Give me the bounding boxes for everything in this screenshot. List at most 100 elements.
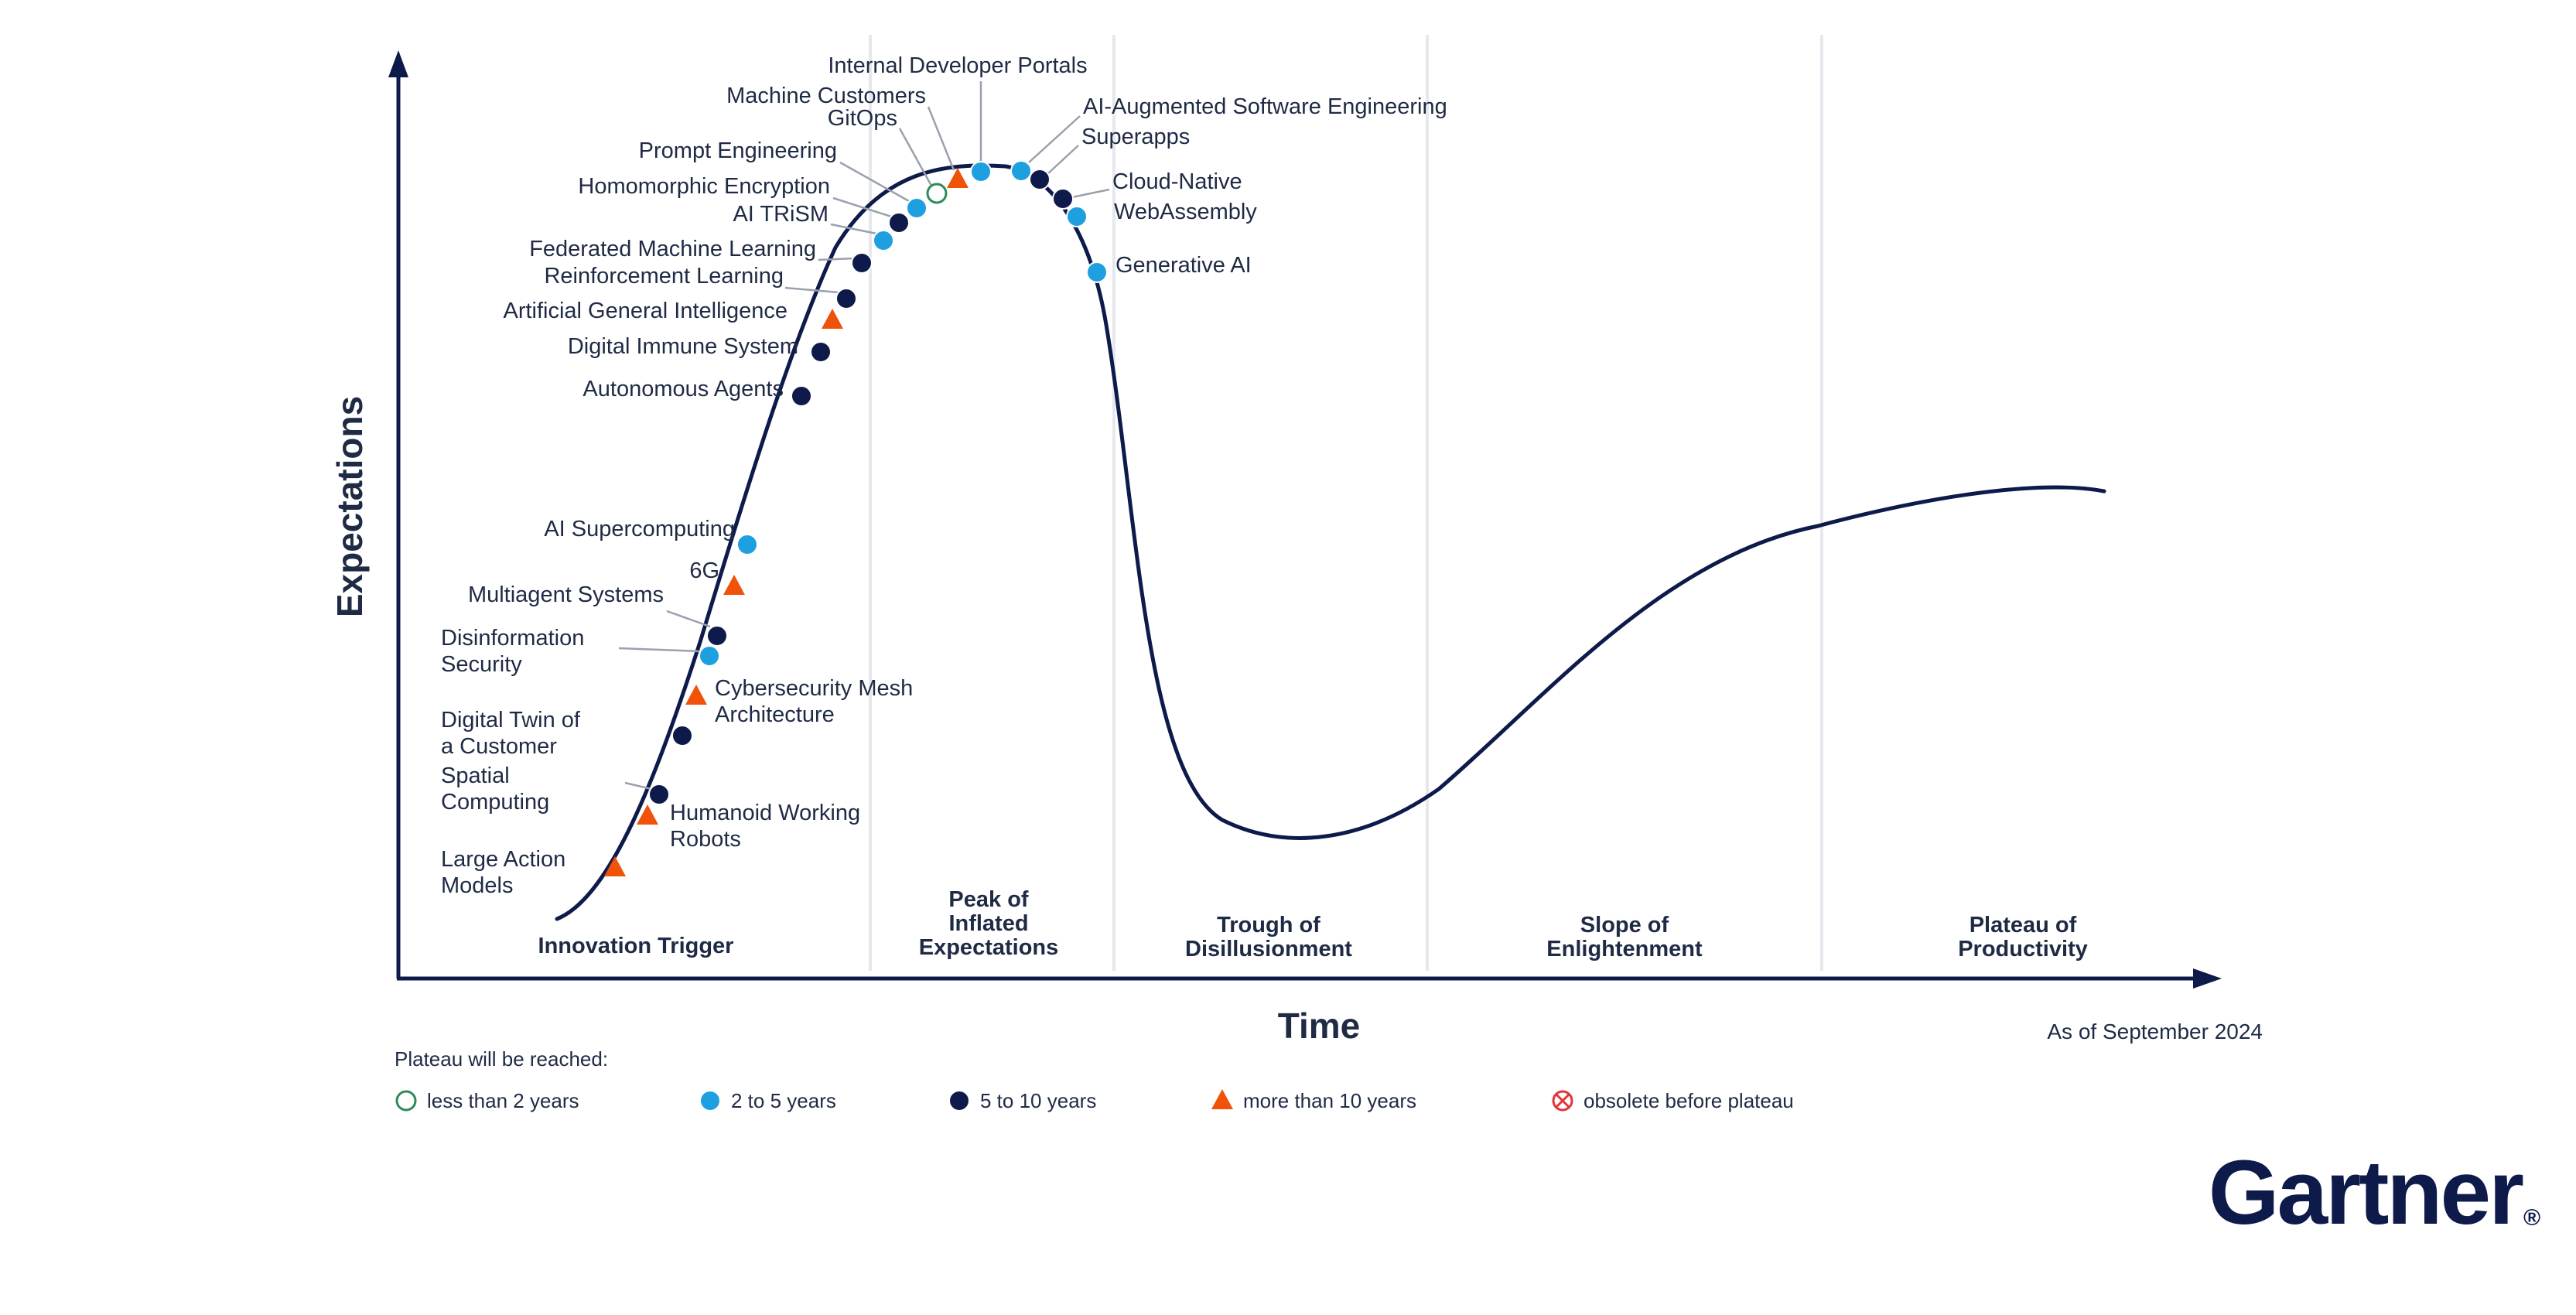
legend-gt10-icon <box>1211 1089 1233 1109</box>
generative-ai-marker <box>1086 261 1108 283</box>
legend-item-5to10: 5 to 10 years <box>948 1089 1096 1112</box>
legend-lt2-label: less than 2 years <box>427 1089 579 1112</box>
phase-separators <box>869 35 1823 971</box>
disinformation-security-marker <box>699 645 720 667</box>
multiagent-systems-marker <box>706 625 728 647</box>
x-axis-title: Time <box>1278 1006 1361 1046</box>
superapps-leader-line <box>1047 145 1079 175</box>
spatial-computing-label: Spatial Computing <box>441 763 549 815</box>
spatial-computing-leader-line <box>624 781 652 791</box>
webassembly-label: WebAssembly <box>1114 200 1257 224</box>
reinforcement-learning-leader-line <box>784 286 839 294</box>
legend-title: Plateau will be reached: <box>395 1047 608 1071</box>
large-action-models-marker <box>604 856 626 876</box>
autonomous-agents-label: Autonomous Agents <box>583 377 784 401</box>
gitops-label: GitOps <box>828 106 897 131</box>
ai-trism-label: AI TRiSM <box>733 202 828 227</box>
prompt-engineering-label: Prompt Engineering <box>639 138 837 163</box>
hype-curve <box>555 163 2106 921</box>
multiagent-systems-leader-line <box>666 610 711 628</box>
gitops-leader-line <box>898 128 933 186</box>
as-of-date: As of September 2024 <box>2047 1020 2263 1043</box>
humanoid-working-robots-marker <box>637 804 658 825</box>
digital-twin-of-a-customer-marker <box>671 725 693 746</box>
phase-label-trough: Trough of Disillusionment <box>1185 913 1352 961</box>
disinformation-security-leader-line <box>618 647 701 653</box>
axes <box>388 50 2222 989</box>
machine-customers-leader-line <box>927 106 955 171</box>
6g-label: 6G <box>689 558 719 583</box>
legend-gt10-label: more than 10 years <box>1243 1089 1416 1112</box>
artificial-general-intelligence-marker <box>822 309 843 329</box>
phase-label-peak: Peak of Inflated Expectations <box>919 887 1059 960</box>
reinforcement-learning-label: Reinforcement Learning <box>544 264 784 289</box>
generative-ai-label: Generative AI <box>1115 253 1252 278</box>
y-axis-arrowhead <box>388 50 408 77</box>
ai-supercomputing-marker <box>736 534 758 555</box>
digital-immune-system-label: Digital Immune System <box>568 334 798 359</box>
cloud-native-leader-line <box>1071 188 1110 199</box>
homomorphic-encryption-leader-line <box>832 196 892 218</box>
reinforcement-learning-marker <box>835 288 857 309</box>
6g-marker <box>723 575 745 595</box>
legend: Plateau will be reached: less than 2 yea… <box>395 1047 1794 1112</box>
digital-twin-of-a-customer-label: Digital Twin of a Customer <box>441 708 581 759</box>
digital-immune-system-marker <box>810 341 832 363</box>
superapps-marker <box>1029 169 1051 190</box>
legend-obsolete-icon <box>1552 1090 1573 1112</box>
phase-label-innovation: Innovation Trigger <box>538 934 734 958</box>
ai-trism-leader-line <box>830 223 877 235</box>
disinformation-security-label: Disinformation Security <box>441 626 584 677</box>
phase-label-plateau: Plateau of Productivity <box>1958 913 2088 961</box>
machine-customers-label: Machine Customers <box>726 84 926 108</box>
homomorphic-encryption-marker <box>888 212 910 234</box>
gartner-logo-text: Gartner <box>2209 1142 2523 1244</box>
large-action-models-label: Large Action Models <box>441 847 565 898</box>
autonomous-agents-marker <box>791 385 812 407</box>
phase-label-slope: Slope of Enlightenment <box>1546 913 1703 961</box>
legend-item-2to5: 2 to 5 years <box>699 1089 836 1112</box>
homomorphic-encryption-label: Homomorphic Encryption <box>578 174 830 199</box>
ai-trism-marker <box>873 230 894 251</box>
cybersecurity-mesh-architecture-marker <box>685 685 707 705</box>
y-axis-title: Expectations <box>330 396 370 617</box>
superapps-label: Superapps <box>1081 125 1190 149</box>
machine-customers-marker <box>947 168 969 188</box>
legend-2to5-label: 2 to 5 years <box>731 1089 836 1112</box>
gitops-marker <box>926 183 948 204</box>
ai-augmented-software-engineering-label: AI-Augmented Software Engineering <box>1083 94 1447 119</box>
internal-developer-portals-marker <box>970 161 992 183</box>
cloud-native-label: Cloud-Native <box>1112 169 1242 194</box>
legend-lt2-icon <box>395 1090 417 1112</box>
federated-machine-learning-label: Federated Machine Learning <box>529 237 816 261</box>
label-leaders <box>618 81 1110 791</box>
spatial-computing-marker <box>648 784 670 805</box>
legend-2to5-icon <box>699 1090 721 1112</box>
cloud-native-marker <box>1052 188 1074 210</box>
multiagent-systems-label: Multiagent Systems <box>468 582 664 607</box>
artificial-general-intelligence-label: Artificial General Intelligence <box>503 299 787 323</box>
federated-machine-learning-marker <box>851 252 873 274</box>
federated-machine-learning-leader-line <box>818 257 855 261</box>
legend-item-gt10: more than 10 years <box>1211 1089 1416 1112</box>
prompt-engineering-leader-line <box>839 161 910 203</box>
technology-labels: Large Action Models Humanoid Working Robots… <box>441 53 1447 898</box>
legend-item-lt2: less than 2 years <box>395 1089 579 1112</box>
legend-obsolete-label: obsolete before plateau <box>1584 1089 1794 1112</box>
x-axis-arrowhead <box>2193 968 2222 989</box>
ai-augmented-software-engineering-leader-line <box>1028 115 1081 163</box>
prompt-engineering-marker <box>906 197 928 219</box>
humanoid-working-robots-label: Humanoid Working Robots <box>670 801 860 852</box>
legend-item-obsolete: obsolete before plateau <box>1552 1089 1794 1112</box>
cybersecurity-mesh-architecture-label: Cybersecurity Mesh Architecture <box>715 676 913 727</box>
ai-augmented-software-engineering-marker <box>1010 160 1032 182</box>
technology-markers <box>604 160 1108 876</box>
internal-developer-portals-label: Internal Developer Portals <box>828 53 1087 78</box>
ai-supercomputing-label: AI Supercomputing <box>544 517 735 541</box>
legend-5to10-label: 5 to 10 years <box>980 1089 1096 1112</box>
gartner-logo: Gartner ® <box>2209 1142 2540 1244</box>
legend-5to10-icon <box>948 1090 970 1112</box>
webassembly-marker <box>1066 206 1088 227</box>
registered-mark: ® <box>2523 1205 2540 1231</box>
